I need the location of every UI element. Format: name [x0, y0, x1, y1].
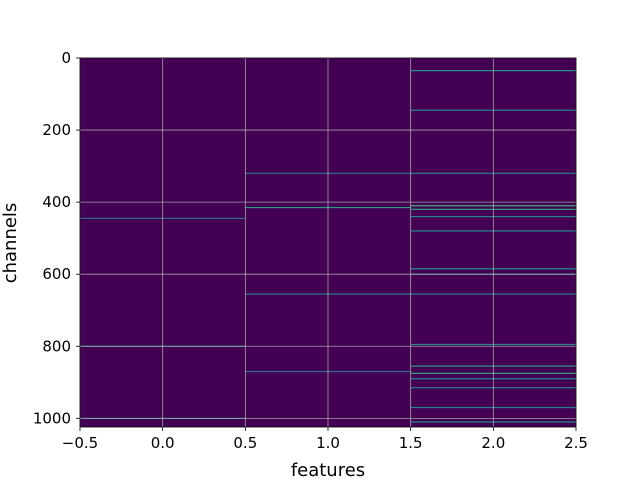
- y-tick-label: 200: [42, 121, 71, 139]
- x-tick-label: −0.5: [62, 434, 98, 452]
- y-tick-label: 0: [61, 49, 71, 67]
- x-axis-label: features: [291, 460, 365, 480]
- x-tick-label: 2.0: [481, 434, 505, 452]
- y-tick-label: 800: [42, 337, 71, 355]
- x-axis: −0.5 0.0 0.5 1.0 1.5 2.0 2.5: [62, 427, 588, 452]
- x-tick-label: 1.0: [316, 434, 340, 452]
- x-tick-label: 0.5: [233, 434, 257, 452]
- x-tick-label: 0.0: [151, 434, 175, 452]
- y-tick-label: 1000: [33, 409, 71, 427]
- x-tick-label: 2.5: [564, 434, 588, 452]
- x-tick-label: 1.5: [399, 434, 423, 452]
- y-tick-label: 600: [42, 265, 71, 283]
- y-tick-label: 400: [42, 193, 71, 211]
- y-axis-label: channels: [0, 203, 21, 284]
- y-axis: 0 200 400 600 800 1000: [33, 49, 80, 427]
